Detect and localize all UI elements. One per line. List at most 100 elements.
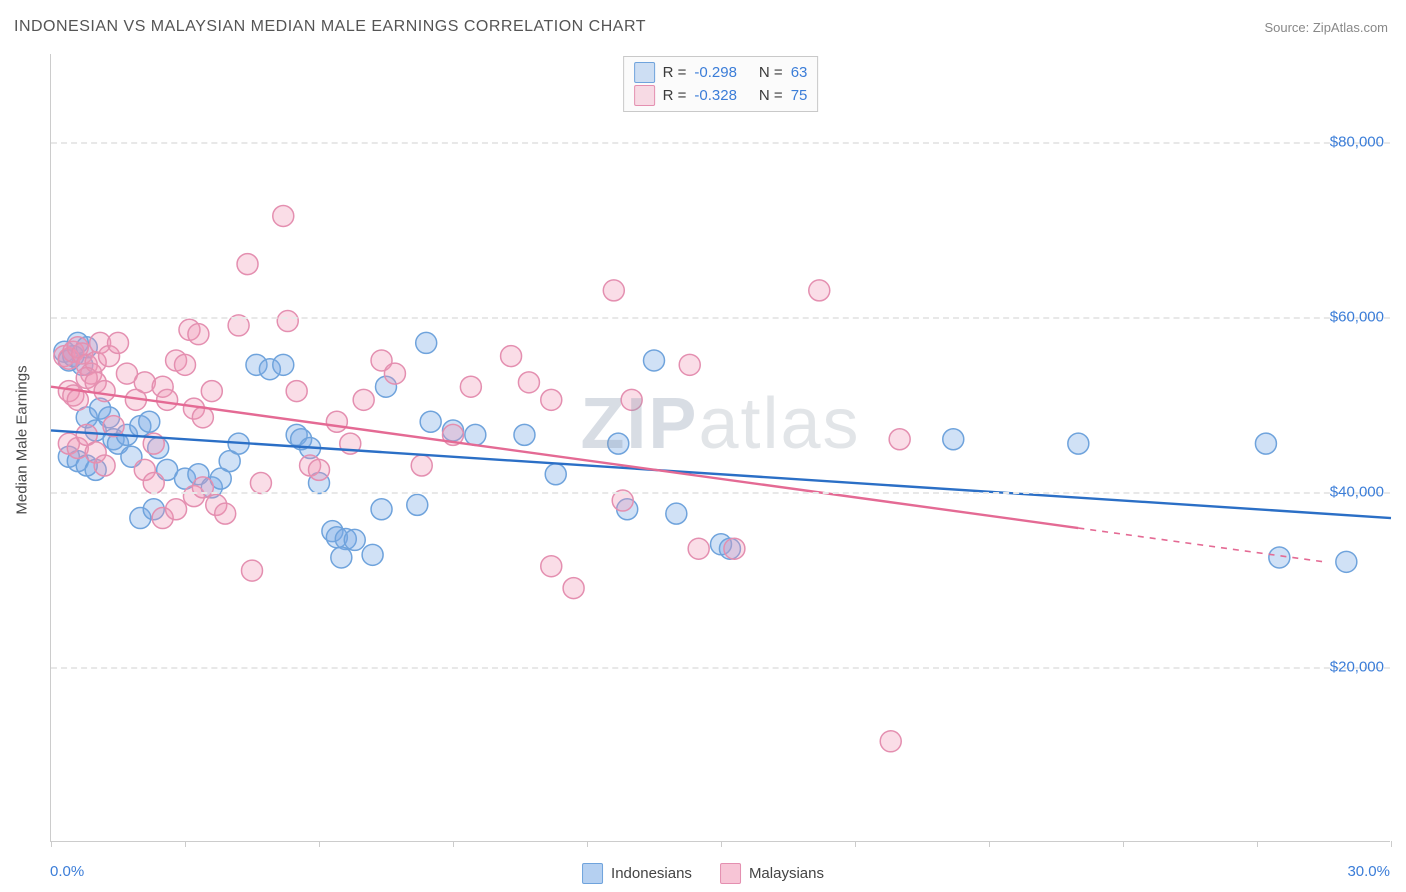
gridline: [51, 667, 1390, 669]
data-point: [465, 424, 486, 445]
data-point: [545, 464, 566, 485]
legend-r-value: -0.298: [694, 64, 737, 81]
x-tick: [1391, 841, 1392, 847]
stats-legend-row: R = -0.328N = 75: [634, 84, 808, 107]
data-point: [889, 429, 910, 450]
data-point: [518, 372, 539, 393]
data-point: [1269, 547, 1290, 568]
data-point: [1255, 433, 1276, 454]
gridline: [51, 142, 1390, 144]
data-point: [108, 332, 129, 353]
y-tick-label: $20,000: [1330, 658, 1384, 675]
legend-swatch: [634, 62, 655, 83]
y-tick-label: $40,000: [1330, 483, 1384, 500]
legend-r-value: -0.328: [694, 87, 737, 104]
legend-item: Indonesians: [582, 863, 692, 884]
data-point: [242, 560, 263, 581]
data-point: [688, 538, 709, 559]
data-point: [157, 389, 178, 410]
gridline: [51, 492, 1390, 494]
data-point: [384, 363, 405, 384]
data-point: [166, 499, 187, 520]
data-point: [237, 254, 258, 275]
data-point: [201, 381, 222, 402]
data-point: [192, 477, 213, 498]
x-min-label: 0.0%: [50, 863, 84, 880]
data-point: [621, 389, 642, 410]
x-tick: [185, 841, 186, 847]
legend-label: Indonesians: [611, 865, 692, 882]
data-point: [250, 473, 271, 494]
y-tick-label: $60,000: [1330, 308, 1384, 325]
data-point: [407, 494, 428, 515]
data-point: [514, 424, 535, 445]
legend-n-value: 75: [791, 87, 808, 104]
data-point: [331, 547, 352, 568]
data-point: [411, 455, 432, 476]
data-point: [880, 731, 901, 752]
trend-line: [51, 387, 1078, 528]
data-point: [94, 381, 115, 402]
data-point: [563, 578, 584, 599]
legend-swatch: [634, 85, 655, 106]
data-point: [420, 411, 441, 432]
y-axis-label: Median Male Earnings: [14, 365, 31, 514]
data-point: [143, 473, 164, 494]
stats-legend: R = -0.298 N = 63R = -0.328 N = 75: [623, 56, 819, 112]
x-tick: [51, 841, 52, 847]
x-tick: [989, 841, 990, 847]
data-point: [273, 354, 294, 375]
data-point: [1068, 433, 1089, 454]
y-tick-label: $80,000: [1330, 133, 1384, 150]
data-point: [309, 459, 330, 480]
x-tick: [855, 841, 856, 847]
plot-area: ZIPatlas R = -0.298N = 63R = -0.328N = 7…: [50, 54, 1390, 842]
data-point: [188, 324, 209, 345]
legend-item: Malaysians: [720, 863, 824, 884]
data-point: [139, 411, 160, 432]
data-point: [501, 346, 522, 367]
data-point: [344, 529, 365, 550]
data-point: [724, 538, 745, 559]
legend-n-label: N =: [759, 64, 783, 81]
data-point: [94, 455, 115, 476]
x-tick: [319, 841, 320, 847]
data-point: [608, 433, 629, 454]
data-point: [809, 280, 830, 301]
data-point: [286, 381, 307, 402]
x-tick: [1257, 841, 1258, 847]
chart-title: INDONESIAN VS MALAYSIAN MEDIAN MALE EARN…: [14, 18, 646, 36]
legend-n-label: N =: [759, 87, 783, 104]
data-point: [273, 205, 294, 226]
data-point: [326, 411, 347, 432]
data-point: [371, 499, 392, 520]
legend-swatch: [720, 863, 741, 884]
data-point: [192, 407, 213, 428]
x-tick: [587, 841, 588, 847]
x-tick: [721, 841, 722, 847]
data-point: [277, 311, 298, 332]
data-point: [666, 503, 687, 524]
data-point: [541, 389, 562, 410]
legend-n-value: 63: [791, 64, 808, 81]
gridline: [51, 317, 1390, 319]
scatter-svg: [51, 54, 1390, 841]
legend-label: Malaysians: [749, 865, 824, 882]
x-tick: [453, 841, 454, 847]
series-legend: Indonesians Malaysians: [582, 863, 824, 884]
data-point: [603, 280, 624, 301]
data-point: [362, 544, 383, 565]
data-point: [215, 503, 236, 524]
data-point: [460, 376, 481, 397]
legend-swatch: [582, 863, 603, 884]
trend-line: [51, 430, 1391, 518]
data-point: [1336, 551, 1357, 572]
data-point: [353, 389, 374, 410]
data-point: [679, 354, 700, 375]
legend-r-label: R =: [663, 64, 687, 81]
stats-legend-row: R = -0.298 N = 63: [634, 61, 808, 84]
data-point: [943, 429, 964, 450]
correlation-chart: INDONESIAN VS MALAYSIAN MEDIAN MALE EARN…: [0, 0, 1406, 892]
x-max-label: 30.0%: [1347, 863, 1390, 880]
data-point: [541, 556, 562, 577]
